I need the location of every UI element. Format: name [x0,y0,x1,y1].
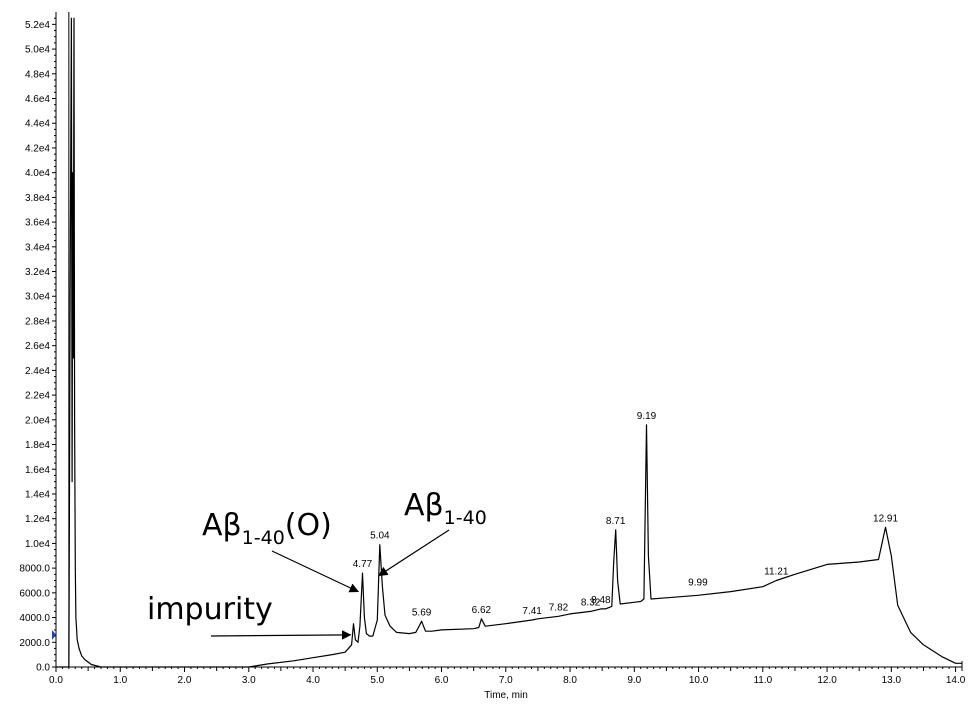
x-tick-label: 10.0 [689,675,709,686]
peak-label: 8.48 [591,595,611,606]
x-tick-label: 3.0 [242,675,256,686]
x-tick-label: 0.0 [49,675,63,686]
y-tick-label: 1.4e4 [25,489,50,500]
peak-label: 12.91 [873,513,898,524]
peak-label: 8.32 [581,597,601,608]
peak-label: 4.77 [353,559,373,570]
y-tick-label: 3.6e4 [25,218,50,229]
annotations: impurity Aβ1-40(O) Aβ1-40 [147,488,487,640]
y-tick-label: 3.8e4 [25,193,50,204]
y-tick-label: 1.6e4 [25,465,50,476]
y-tick-label: 6000.0 [19,588,50,599]
x-tick-label: 5.0 [370,675,384,686]
annotation-label: Aβ1-40(O) [202,508,332,549]
y-tick-label: 4.8e4 [25,69,50,80]
x-axis-label: Time, min [484,690,528,701]
peak-label: 6.62 [472,605,492,616]
y-axis-ticks: 0.0 2000.0 4000.0 6000.0 8000.0 1.0e4 1.2e4 1.4… [19,17,56,674]
y-tick-label: 2.4e4 [25,366,50,377]
peak-label: 9.19 [637,411,657,422]
annotation-label: Aβ1-40 [404,488,487,529]
peak-label: 9.99 [688,578,708,589]
y-tick-label: 4.0e4 [25,168,50,179]
y-tick-label: 3.4e4 [25,242,50,253]
trace-group [52,12,962,668]
annotation-label: impurity [147,592,273,627]
x-tick-label: 2.0 [178,675,192,686]
y-tick-label: 2.8e4 [25,316,50,327]
y-tick-label: 4.6e4 [25,94,50,105]
y-tick-label: 5.0e4 [25,45,50,56]
x-tick-label: 9.0 [627,675,641,686]
x-tick-label: 11.0 [753,675,772,686]
y-tick-label: 2000.0 [19,638,50,649]
y-tick-label: 3.2e4 [25,267,50,278]
y-tick-label: 1.2e4 [25,514,50,525]
y-tick-label: 4.2e4 [25,143,50,154]
x-tick-label: 4.0 [306,675,320,686]
y-axis-marker [52,629,56,640]
annotation-arrow [271,550,360,593]
x-tick-label: 13.0 [882,675,902,686]
annotation-arrow [210,630,352,640]
y-tick-label: 0.0 [36,663,50,674]
y-tick-label: 4.4e4 [25,119,50,130]
x-tick-label: 12.0 [817,675,837,686]
y-tick-label: 3.0e4 [25,292,50,303]
y-tick-label: 1.8e4 [25,440,50,451]
y-tick-label: 8000.0 [19,564,50,575]
y-tick-label: 5.2e4 [25,20,50,31]
chromatogram-trace [56,17,962,668]
y-tick-label: 1.0e4 [25,539,50,550]
x-tick-label: 7.0 [499,675,513,686]
y-tick-label: 4000.0 [19,613,50,624]
annotation-arrow [377,529,450,577]
y-tick-label: 2.0e4 [25,415,50,426]
x-axis-ticks: 0.0 1.0 2.0 3.0 4.0 5.0 6.0 7.0 8.0 9.0 10.0 11.0 12… [49,667,966,686]
peak-label: 8.71 [606,516,626,527]
x-tick-label: 8.0 [563,675,577,686]
y-tick-label: 2.2e4 [25,391,50,402]
x-tick-label: 14.0 [946,675,966,686]
y-tick-label: 2.6e4 [25,341,50,352]
peak-label: 11.21 [764,566,789,577]
axes [55,12,963,671]
peak-labels: 4.77 5.04 5.69 6.62 7.41 7.82 8.328.48 8.71 9.19… [353,411,899,618]
peak-label: 5.04 [370,531,390,542]
peak-label: 7.41 [522,606,542,617]
peak-label: 7.82 [549,602,569,613]
peak-label: 5.69 [412,607,432,618]
x-tick-label: 1.0 [113,675,127,686]
x-tick-label: 6.0 [435,675,449,686]
